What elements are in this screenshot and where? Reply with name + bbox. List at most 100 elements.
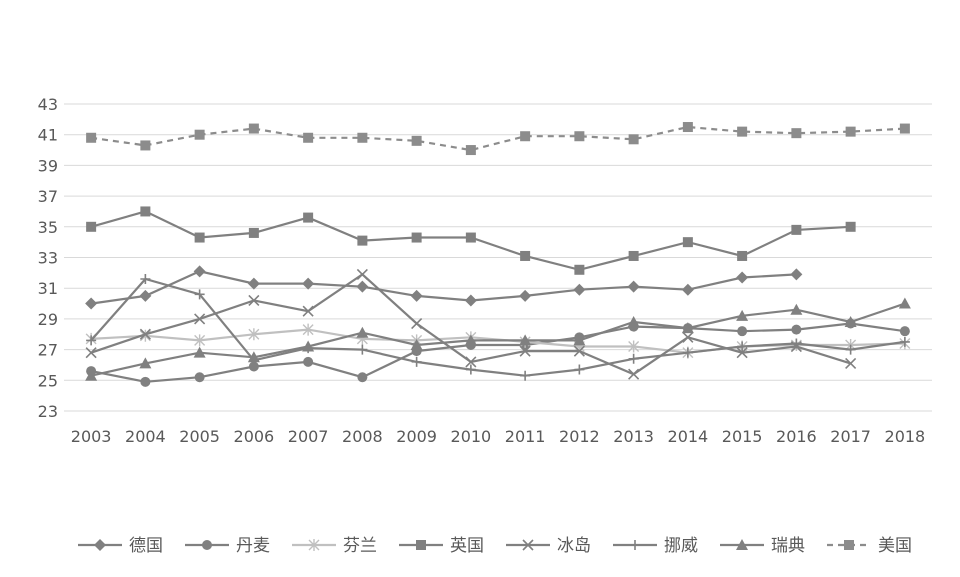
data-point <box>845 344 856 355</box>
data-point <box>410 338 423 350</box>
data-point <box>791 224 802 235</box>
data-point <box>248 361 259 372</box>
x-axis-tick-labels: 2003 2004 2005 2006 2007 2008 2009 2010 2011 2012… <box>71 427 925 446</box>
data-point <box>302 305 314 317</box>
data-point <box>140 376 151 387</box>
data-point <box>736 271 749 284</box>
data-point <box>247 277 260 290</box>
data-point <box>898 297 911 309</box>
legend-marker <box>308 539 320 551</box>
legend-item: 芬兰 <box>292 536 377 556</box>
data-point <box>248 123 259 134</box>
data-point <box>86 132 97 143</box>
legend-item: 挪威 <box>613 536 698 556</box>
data-point <box>737 341 748 352</box>
data-point <box>140 273 151 284</box>
x-tick-label: 2009 <box>396 427 437 446</box>
y-tick-label: 35 <box>38 218 58 237</box>
data-point <box>574 131 585 142</box>
data-point <box>194 129 205 140</box>
data-point <box>628 340 640 353</box>
data-point <box>86 221 97 232</box>
data-point <box>845 221 856 232</box>
data-point <box>356 268 368 280</box>
data-point <box>411 135 422 146</box>
legend-marker <box>844 540 854 550</box>
y-tick-label: 37 <box>38 187 58 206</box>
data-point <box>682 237 693 248</box>
data-point <box>411 317 423 330</box>
data-point <box>845 357 857 369</box>
data-point <box>357 132 368 143</box>
data-point <box>139 357 152 369</box>
data-point <box>899 336 910 347</box>
data-point <box>520 131 531 142</box>
y-tick-label: 41 <box>38 126 58 145</box>
series-line <box>90 125 905 152</box>
y-tick-label: 39 <box>38 156 58 175</box>
legend-label: 美国 <box>878 536 912 556</box>
data-point <box>194 313 206 325</box>
y-tick-label: 43 <box>38 95 58 114</box>
data-point <box>573 283 586 296</box>
data-point <box>464 294 477 307</box>
data-point <box>139 289 152 302</box>
legend-marker <box>630 540 640 550</box>
data-point <box>573 345 585 357</box>
series-3 <box>86 206 856 275</box>
data-point <box>465 145 476 156</box>
series-4 <box>85 268 857 380</box>
data-point <box>628 368 640 380</box>
series-line <box>90 277 906 377</box>
y-tick-label: 23 <box>38 402 58 421</box>
data-point <box>140 206 151 217</box>
data-point <box>899 123 910 134</box>
data-point <box>465 364 476 375</box>
data-point <box>193 265 206 278</box>
series-line <box>90 302 906 377</box>
data-point <box>302 340 315 352</box>
data-point <box>682 331 694 343</box>
data-point <box>139 328 151 340</box>
legend-marker <box>416 540 426 550</box>
data-point <box>628 353 639 364</box>
data-point <box>736 347 748 359</box>
gridlines <box>64 103 932 412</box>
data-point <box>627 315 640 327</box>
data-point <box>356 280 369 293</box>
data-point <box>357 235 368 246</box>
data-point <box>248 328 260 341</box>
data-point <box>194 289 205 300</box>
y-tick-label: 27 <box>38 341 58 360</box>
data-point <box>791 324 802 335</box>
y-axis-tick-labels: 23 25 27 29 31 33 35 37 39 41 43 <box>38 95 58 421</box>
data-point <box>302 323 314 336</box>
data-point <box>519 334 532 346</box>
x-tick-label: 2005 <box>179 427 220 446</box>
legend-item: 美国 <box>827 536 912 556</box>
legend-marker <box>202 540 212 550</box>
data-point <box>628 134 639 145</box>
legend-item: 英国 <box>399 536 484 556</box>
x-tick-label: 2016 <box>776 427 817 446</box>
data-point <box>356 326 369 338</box>
x-tick-label: 2018 <box>885 427 926 446</box>
data-point <box>682 347 693 358</box>
x-tick-label: 2007 <box>288 427 329 446</box>
data-point <box>86 335 97 346</box>
data-point <box>85 347 97 359</box>
data-point <box>519 345 531 357</box>
legend-item: 丹麦 <box>185 536 270 556</box>
y-tick-label: 29 <box>38 310 58 329</box>
data-point <box>899 326 910 337</box>
series-lines <box>85 122 911 387</box>
series-5 <box>86 273 910 381</box>
data-point <box>194 372 205 383</box>
x-tick-label: 2010 <box>451 427 492 446</box>
data-point <box>303 212 314 223</box>
data-point <box>574 264 585 275</box>
x-tick-label: 2017 <box>830 427 871 446</box>
data-point <box>85 369 98 381</box>
data-point <box>737 250 748 261</box>
data-point <box>465 356 477 368</box>
